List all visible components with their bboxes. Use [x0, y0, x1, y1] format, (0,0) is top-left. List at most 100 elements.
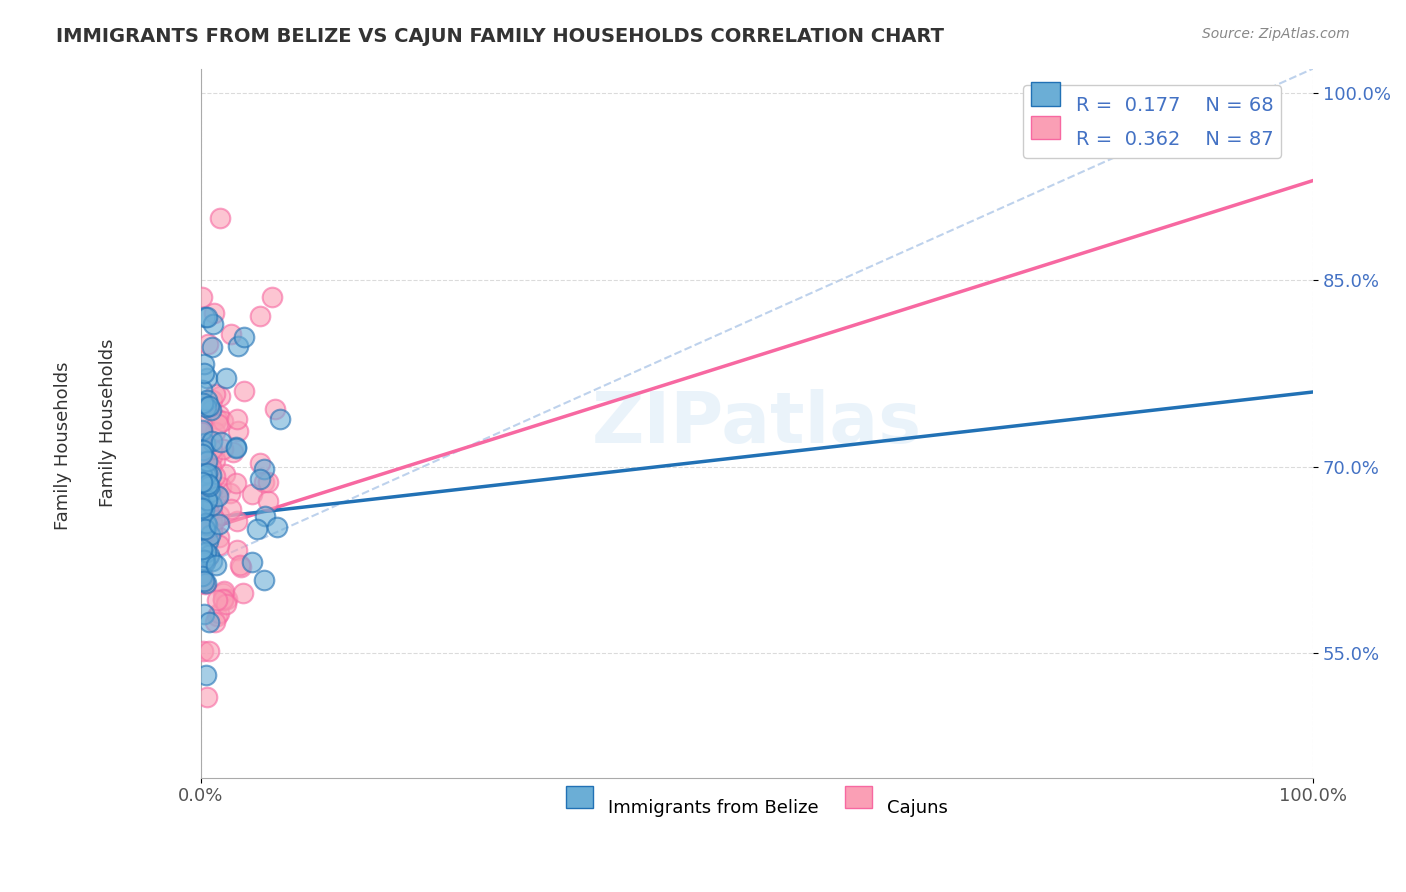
- Point: [194, 516, 217, 530]
- Point: [201, 515, 224, 529]
- Point: [193, 607, 215, 621]
- Point: [191, 461, 214, 475]
- Point: [201, 524, 224, 538]
- Point: [249, 456, 271, 470]
- Point: [198, 399, 221, 413]
- Point: [229, 558, 252, 573]
- Point: [226, 412, 249, 426]
- Point: [204, 387, 226, 401]
- Point: [253, 461, 276, 475]
- Point: [191, 447, 214, 461]
- Point: [191, 425, 214, 439]
- Point: [191, 510, 214, 524]
- Point: [197, 392, 219, 407]
- Point: [194, 522, 217, 536]
- Point: [198, 507, 221, 521]
- Point: [191, 425, 214, 440]
- Point: [193, 396, 215, 410]
- Point: [194, 468, 217, 483]
- Point: [193, 523, 215, 537]
- Point: [232, 384, 254, 398]
- Point: [197, 337, 219, 351]
- Point: [253, 508, 276, 523]
- Point: [191, 443, 214, 458]
- Point: [226, 424, 249, 438]
- Point: [201, 442, 224, 456]
- Point: [215, 592, 238, 607]
- Point: [262, 289, 284, 303]
- Point: [269, 412, 291, 426]
- Point: [204, 425, 226, 439]
- Point: [194, 436, 217, 450]
- Point: [208, 606, 231, 620]
- Point: [214, 467, 236, 481]
- Point: [225, 476, 247, 491]
- Point: [197, 476, 219, 491]
- Point: [191, 417, 214, 432]
- Point: [219, 502, 242, 516]
- Point: [212, 593, 235, 607]
- Text: IMMIGRANTS FROM BELIZE VS CAJUN FAMILY HOUSEHOLDS CORRELATION CHART: IMMIGRANTS FROM BELIZE VS CAJUN FAMILY H…: [56, 27, 945, 45]
- Point: [208, 408, 231, 422]
- Point: [202, 306, 225, 320]
- Point: [240, 555, 263, 569]
- Point: [191, 501, 214, 516]
- Point: [225, 440, 247, 454]
- Point: [207, 517, 229, 532]
- Point: [240, 487, 263, 501]
- Point: [221, 327, 243, 342]
- Point: [249, 309, 271, 323]
- Point: [194, 555, 217, 569]
- Point: [201, 554, 224, 568]
- Point: [191, 541, 214, 556]
- Point: [201, 483, 224, 498]
- Point: [232, 586, 254, 600]
- Point: [194, 310, 217, 325]
- Point: [191, 423, 214, 437]
- Point: [198, 505, 221, 519]
- Point: [208, 538, 231, 552]
- Point: [204, 512, 226, 526]
- Point: [195, 454, 218, 468]
- Point: [233, 330, 256, 344]
- Point: [198, 644, 221, 658]
- Point: [207, 417, 229, 431]
- Point: [246, 522, 269, 536]
- Text: Source: ZipAtlas.com: Source: ZipAtlas.com: [1202, 27, 1350, 41]
- Point: [191, 398, 214, 412]
- Point: [195, 310, 218, 325]
- Point: [191, 500, 214, 514]
- Point: [201, 498, 224, 512]
- Point: [197, 549, 219, 564]
- Point: [197, 517, 219, 532]
- Point: [215, 598, 238, 612]
- Point: [198, 479, 221, 493]
- Point: [205, 558, 228, 572]
- Point: [225, 543, 247, 558]
- Point: [193, 357, 215, 371]
- Point: [205, 609, 228, 624]
- Point: [201, 393, 224, 408]
- Point: [191, 475, 214, 489]
- Point: [194, 500, 217, 514]
- Point: [191, 513, 214, 527]
- Point: [191, 383, 214, 397]
- Point: [207, 489, 229, 503]
- Point: [194, 575, 217, 590]
- Point: [197, 482, 219, 496]
- Point: [191, 468, 214, 483]
- Point: [249, 472, 271, 486]
- Point: [195, 690, 218, 704]
- Point: [200, 491, 222, 506]
- Y-axis label: Family Households: Family Households: [100, 339, 117, 508]
- Point: [215, 371, 238, 385]
- Point: [191, 290, 214, 304]
- Point: [191, 566, 214, 581]
- Point: [194, 576, 217, 591]
- Point: [205, 488, 228, 502]
- Point: [193, 511, 215, 525]
- Point: [191, 568, 214, 582]
- Point: [197, 458, 219, 472]
- Point: [191, 517, 214, 532]
- Point: [224, 441, 246, 455]
